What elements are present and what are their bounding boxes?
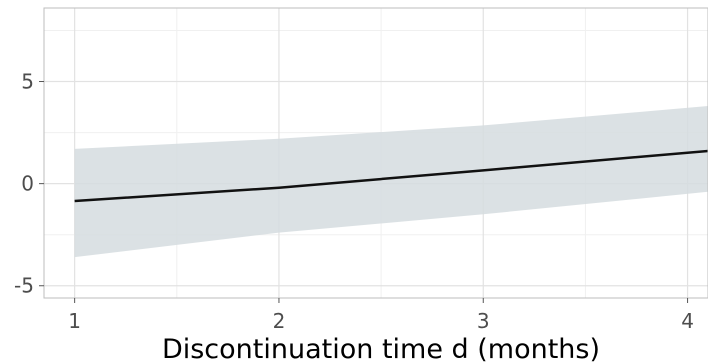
- x-tick-label: 4: [681, 309, 694, 333]
- y-tick-label: 0: [21, 172, 34, 196]
- y-tick-label: 5: [21, 70, 34, 94]
- series-line: [74, 149, 708, 203]
- confidence-band: [74, 106, 708, 258]
- panel-border: [43, 7, 708, 299]
- x-axis-ticks: 1 2 3 4: [68, 298, 694, 333]
- x-axis-title: Discontinuation time d (months): [162, 334, 600, 362]
- x-tick-label: 1: [68, 309, 81, 333]
- y-tick-label: -5: [14, 274, 34, 298]
- y-axis-ticks: -5 0 5: [14, 70, 44, 298]
- x-tick-label: 3: [477, 309, 490, 333]
- x-tick-label: 2: [273, 309, 286, 333]
